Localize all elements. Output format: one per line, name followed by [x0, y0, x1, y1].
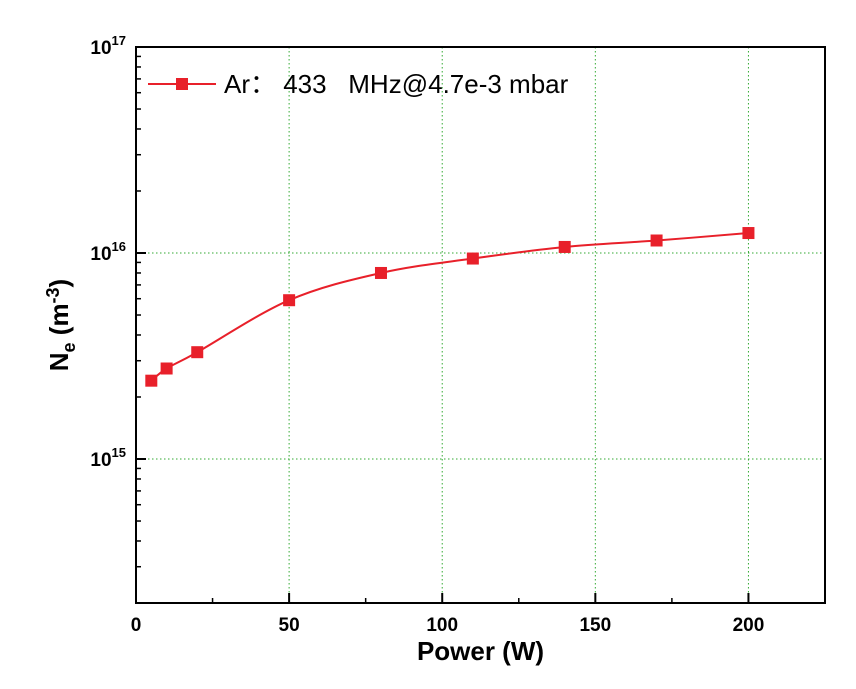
data-point — [160, 362, 173, 375]
y-tick-label: 1017 — [90, 33, 126, 59]
x-tick-label: 150 — [579, 615, 611, 636]
grid — [136, 47, 825, 603]
y-tick-base: 10 — [90, 38, 111, 59]
x-tick-label: 100 — [426, 615, 458, 636]
x-axis-title: Power (W) — [417, 636, 544, 666]
data-point — [191, 346, 204, 359]
data-point — [283, 294, 296, 307]
data-point — [374, 266, 387, 279]
x-tick-label: 0 — [131, 615, 142, 636]
x-tick-label: 200 — [733, 615, 765, 636]
x-tick-label: 50 — [279, 615, 300, 636]
y-axis-title-unit-sup: -3 — [43, 287, 63, 303]
y-tick-label: 1015 — [90, 445, 126, 471]
y-tick-exponent: 15 — [112, 445, 126, 460]
series-line — [150, 232, 749, 382]
legend: Ar： 433 MHz@4.7e-3 mbar — [148, 69, 569, 99]
y-tick-exponent: 17 — [112, 33, 126, 48]
data-point — [145, 374, 158, 387]
y-axis-title: Ne (m-3) — [43, 279, 79, 371]
data-point — [558, 240, 571, 253]
y-axis-title-sub: e — [59, 342, 79, 352]
y-tick-base: 10 — [90, 244, 111, 265]
y-tick-label: 1016 — [90, 239, 126, 265]
data-point — [742, 227, 755, 240]
y-axis-title-main: N — [44, 352, 74, 371]
data-point — [650, 234, 663, 247]
y-tick-base: 10 — [90, 450, 111, 471]
y-tick-exponent: 16 — [112, 239, 126, 254]
legend-marker — [176, 78, 188, 90]
x-axis: 0 50 100 150 200 — [131, 593, 765, 636]
plot-frame — [135, 46, 826, 604]
legend-label: Ar： 433 MHz@4.7e-3 mbar — [224, 69, 569, 99]
series-layer — [145, 227, 755, 387]
y-axis-title-unit-post: ) — [44, 279, 74, 288]
data-point — [466, 252, 479, 265]
y-axis-title-unit-pre: (m — [44, 303, 74, 342]
